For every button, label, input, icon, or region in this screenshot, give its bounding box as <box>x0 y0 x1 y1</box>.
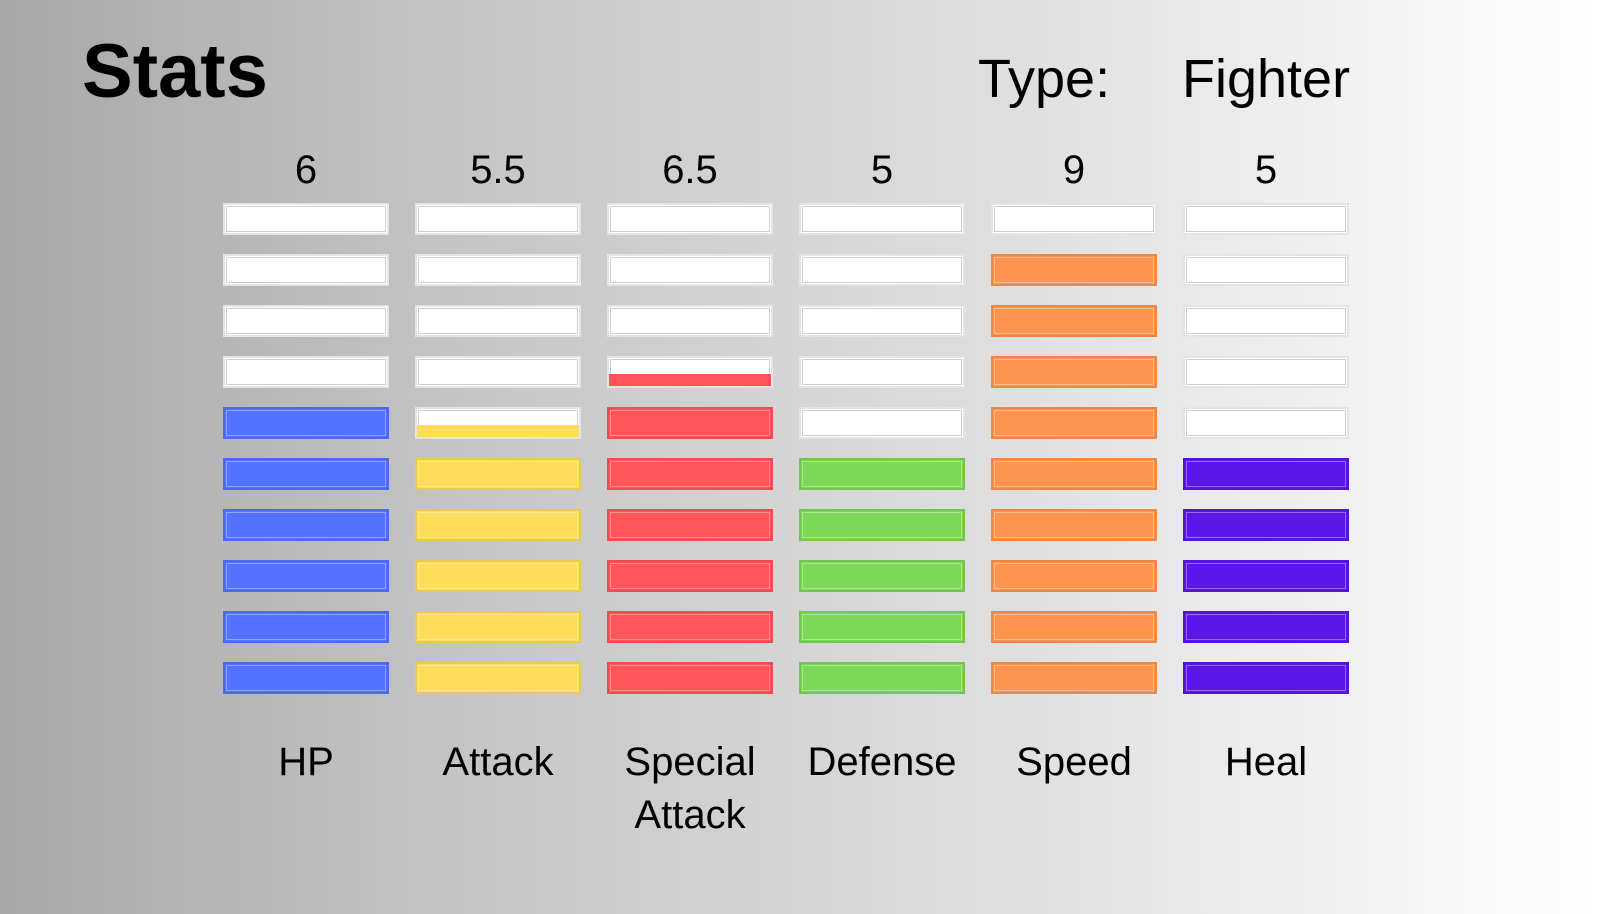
stat-segment <box>799 560 965 592</box>
stat-segment <box>607 662 773 694</box>
stat-segment <box>799 611 965 643</box>
stat-segment <box>799 662 965 694</box>
stat-value: 5 <box>870 148 894 192</box>
stat-value: 6.5 <box>662 148 718 192</box>
stat-segment <box>223 509 389 541</box>
stat-segment <box>607 407 773 439</box>
stat-segment <box>1183 509 1349 541</box>
stat-segment <box>799 407 965 439</box>
stat-segment <box>799 458 965 490</box>
stat-segment <box>991 356 1157 388</box>
stat-value: 5.5 <box>470 148 526 192</box>
stat-value: 5 <box>1254 148 1278 192</box>
stat-segment <box>415 356 581 388</box>
stat-segment-partial-fill <box>417 424 579 437</box>
stat-segment <box>223 254 389 286</box>
stat-column: 6.5 Special Attack <box>607 0 773 914</box>
stat-column: 9 Speed <box>991 0 1157 914</box>
stat-segment <box>1183 458 1349 490</box>
stat-segment <box>991 662 1157 694</box>
stat-segment <box>1183 407 1349 439</box>
type-value: Fighter <box>1182 49 1351 109</box>
stat-segment <box>991 509 1157 541</box>
stat-segment <box>991 203 1157 235</box>
stat-segment <box>991 305 1157 337</box>
stat-segment <box>799 509 965 541</box>
stat-segment <box>415 407 581 439</box>
stat-segment <box>991 560 1157 592</box>
stat-segment <box>1183 662 1349 694</box>
stat-segment <box>223 560 389 592</box>
stat-segment <box>415 305 581 337</box>
stat-segment <box>223 356 389 388</box>
stat-column: 5.5 Attack <box>415 0 581 914</box>
stat-segment <box>607 458 773 490</box>
stat-label: Defense <box>807 740 957 784</box>
stat-segment <box>991 458 1157 490</box>
stat-value: 6 <box>294 148 318 192</box>
stat-segment <box>799 254 965 286</box>
stat-column: 5 Heal <box>1183 0 1349 914</box>
stat-label: Speed <box>1016 740 1132 784</box>
stat-segment <box>415 662 581 694</box>
stat-segment <box>991 254 1157 286</box>
stat-segment <box>991 611 1157 643</box>
stat-segment <box>607 509 773 541</box>
stat-value: 9 <box>1062 148 1086 192</box>
stat-segment <box>991 407 1157 439</box>
stat-label: HP <box>278 740 334 784</box>
stat-segment <box>415 509 581 541</box>
stat-segment <box>607 254 773 286</box>
stat-segment <box>223 662 389 694</box>
stat-segment <box>1183 560 1349 592</box>
stat-segment <box>415 458 581 490</box>
stat-segment <box>1183 611 1349 643</box>
stat-segment <box>607 356 773 388</box>
stat-segment <box>799 356 965 388</box>
stat-segment <box>223 611 389 643</box>
stat-segment <box>415 254 581 286</box>
stat-segment <box>607 560 773 592</box>
stat-segment <box>415 611 581 643</box>
stat-label: Heal <box>1224 740 1308 784</box>
stat-segment <box>607 305 773 337</box>
stat-segment-partial-fill <box>609 373 771 386</box>
stat-segment <box>415 203 581 235</box>
stat-label: Special Attack <box>624 740 756 837</box>
stat-segment <box>223 407 389 439</box>
stat-segment <box>1183 254 1349 286</box>
stat-segment <box>415 560 581 592</box>
stat-column: 6 HP <box>223 0 389 914</box>
type-label: Type: <box>978 49 1111 109</box>
stat-segment <box>1183 356 1349 388</box>
page-title: Stats <box>82 29 268 114</box>
stat-segment <box>1183 203 1349 235</box>
stat-column: 5 Defense <box>799 0 965 914</box>
stat-segment <box>799 203 965 235</box>
stat-segment <box>799 305 965 337</box>
stat-segment <box>1183 305 1349 337</box>
stat-segment <box>223 203 389 235</box>
stat-segment <box>223 458 389 490</box>
stat-label: Attack <box>442 740 554 784</box>
stat-segment <box>223 305 389 337</box>
stat-segment <box>607 203 773 235</box>
stat-segment <box>607 611 773 643</box>
